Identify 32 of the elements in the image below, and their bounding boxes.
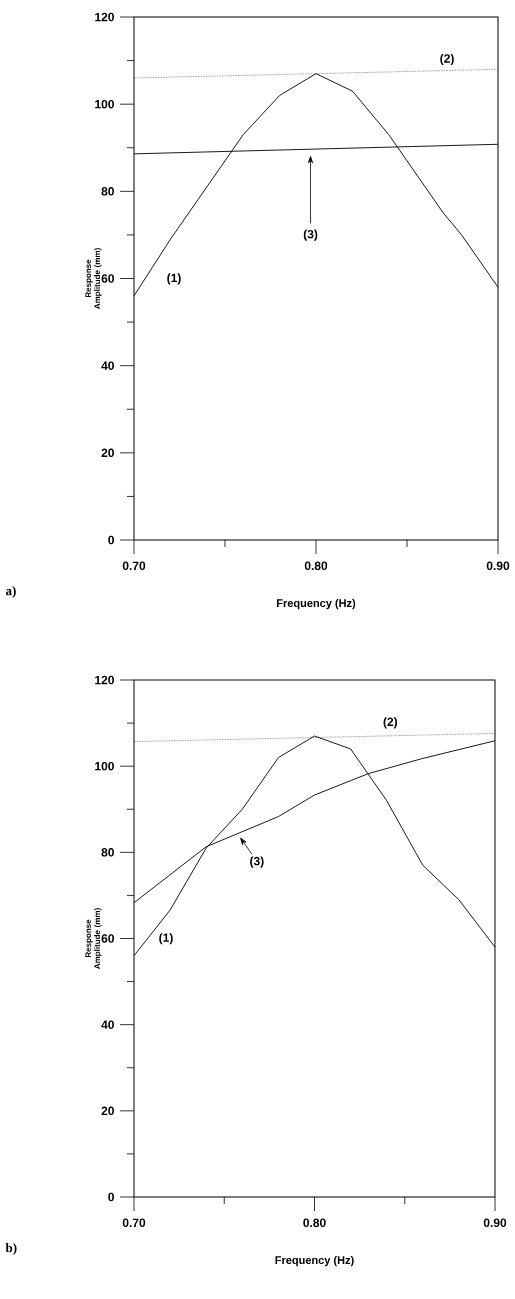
x-tick-label: 0.70 (122, 1218, 146, 1228)
text: (3) (250, 856, 264, 868)
y-tick-label: 40 (101, 361, 114, 370)
series-label: (1) (167, 273, 181, 285)
y-tick-label: 40 (101, 1020, 114, 1029)
y-tick-label: 20 (101, 448, 114, 458)
text: (3) (303, 229, 318, 241)
y-tick-label: 80 (101, 187, 114, 196)
text: a) (5, 586, 16, 598)
series-label: (2) (440, 53, 454, 66)
text: b) (5, 1243, 17, 1255)
x-tick-label: 0.90 (486, 561, 510, 571)
y-axis-title: Response Amplitude (mm) (85, 248, 102, 309)
y-tick-label: 80 (101, 848, 114, 857)
x-tick-label: 0.80 (303, 1218, 326, 1228)
y-tick-label: 0 (108, 1192, 114, 1202)
y-tick-label: 20 (101, 1106, 114, 1116)
y-tick-label: 120 (95, 12, 114, 22)
y-axis-title: Response Amplitude (mm) (85, 908, 102, 969)
y-tick-label: 60 (101, 274, 114, 283)
y-tick-label: 100 (95, 99, 114, 109)
x-tick-label: 0.90 (483, 1218, 507, 1228)
y-tick-label: 120 (95, 675, 114, 685)
x-tick-label: 0.70 (122, 561, 146, 571)
x-axis-title: Frequency (Hz) (275, 1255, 354, 1267)
y-tick-label: 0 (108, 535, 114, 545)
x-tick-label: 0.80 (304, 561, 328, 571)
y-tick-label: 100 (95, 761, 114, 771)
series-label: (2) (383, 717, 398, 729)
x-axis-title: Frequency (Hz) (277, 598, 356, 610)
y-tick-label: 60 (101, 934, 114, 943)
legend-label: (1) (159, 933, 173, 945)
